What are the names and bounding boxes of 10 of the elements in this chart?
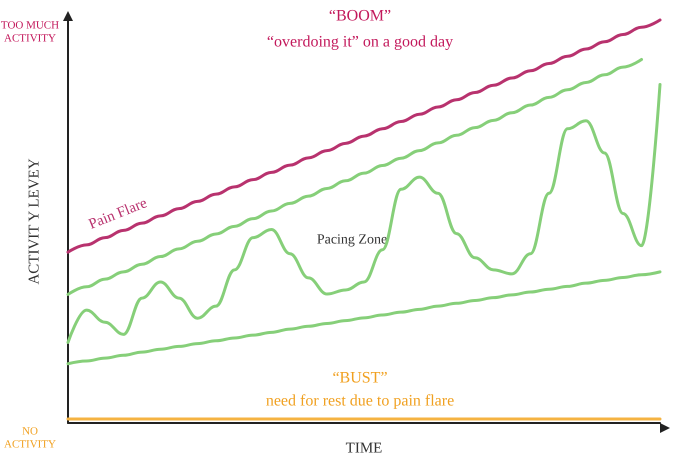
text: Pain Flare: [86, 195, 150, 233]
annotation: “BOOM”: [328, 8, 392, 24]
annotation: “overdoing it” on a good day: [266, 34, 454, 50]
annotation: need for rest due to pain flare: [266, 392, 454, 410]
text: NO ACTIVITY: [4, 426, 56, 450]
annotation: “BUST”: [332, 370, 388, 386]
y-axis-title: ACTIVIT Y LEVEY: [26, 158, 42, 285]
x-axis-title: TIME: [346, 440, 382, 456]
annotation: Pacing Zone: [316, 232, 388, 248]
text: TOO MUCH ACTIVITY: [0, 20, 60, 44]
